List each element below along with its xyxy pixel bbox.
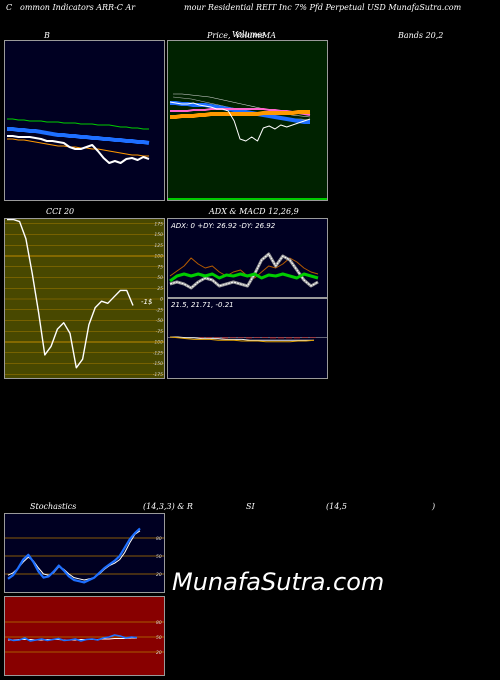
cci-last-value: -1$ [141, 298, 153, 306]
cci-panel: 175 150 125 100 75 50 25 0 -25 -50 -75 -100 -125 -150… [4, 218, 165, 379]
cci-tick-label: -75 [156, 329, 163, 335]
price-title: Price, [207, 31, 231, 40]
macd-histogram-bar [278, 337, 284, 339]
macd-histogram-bar [214, 337, 220, 338]
volume-title-overlap: Volume [235, 31, 265, 40]
cci-tick-label: 75 [157, 264, 163, 270]
cci-tick-label: -125 [153, 350, 163, 356]
header-right-title: mour Residential REIT Inc 7% Pfd Perpetu… [184, 3, 462, 12]
cci-tick-label: 50 [157, 275, 163, 281]
cci-tick-label: 0 [160, 297, 163, 303]
volume-title: Volume [232, 30, 262, 39]
rsi-tick-label: 80 [156, 620, 162, 626]
stochastics-panel: 80 50 20 [4, 513, 165, 593]
price-panel [167, 40, 328, 201]
macd-histogram-bar [302, 337, 308, 338]
adx-readout: ADX: 0 +DY: 26.92 -DY: 26.92 [171, 222, 276, 230]
cci-tick-label: -175 [153, 372, 163, 378]
bands-title: Bands 20,2 [398, 31, 444, 40]
stoch-k-line [7, 527, 141, 584]
macd-panel: 21.5, 21.71, -0.21 [167, 298, 328, 379]
stochastics-chart: 80 50 20 [5, 527, 164, 584]
price-close-line [169, 101, 311, 142]
cci-chart: 1751501251007550250-25-50-75-100-125-150… [5, 219, 164, 378]
macd-histogram-bar [246, 337, 252, 339]
macd-signal-line [170, 336, 314, 341]
cci-tick-label: 175 [154, 221, 163, 227]
rsi-tick-label: 50 [156, 635, 162, 641]
macd-histogram-bar [206, 337, 212, 338]
macd-histogram-bar [222, 337, 228, 339]
stoch-tick-label: 50 [156, 554, 162, 560]
adx-panel: ADX: 0 +DY: 26.92 -DY: 26.92 [167, 218, 328, 298]
price-chart [168, 93, 327, 200]
rsi-chart: 80 50 20 [5, 620, 164, 656]
rsi-panel: 80 50 20 [4, 596, 165, 676]
cci-tick-label: 125 [154, 243, 163, 249]
cci-tick-label: 150 [154, 232, 163, 238]
price-ma-blue [170, 101, 310, 124]
cci-tick-label: 25 [157, 286, 163, 292]
price-ma-orange [170, 110, 310, 119]
macd-histogram-bar [230, 337, 236, 338]
macd-histogram-bar [262, 337, 268, 338]
bollinger-chart [7, 118, 150, 164]
bollinger-lower-band [7, 138, 149, 157]
macd-chart [168, 336, 327, 343]
cci-line [7, 219, 134, 369]
rsi-tick-label: 20 [156, 650, 162, 656]
macd-histogram-bar [286, 337, 292, 339]
cci-tick-label: -25 [156, 307, 163, 313]
rsi-close-paren: ) [432, 502, 436, 511]
adx-line [169, 272, 319, 283]
macd-line [169, 336, 315, 343]
adx-plus-di-line [169, 257, 319, 279]
cci-tick-label: -150 [153, 361, 163, 367]
b-title: B [44, 31, 50, 40]
macd-histogram-bar [198, 337, 204, 339]
macd-readout: 21.5, 21.71, -0.21 [171, 301, 234, 309]
adx-chart [169, 252, 319, 290]
bollinger-price-line [7, 135, 150, 164]
macd-histogram-bar [294, 337, 300, 339]
macd-histogram-bar [270, 337, 276, 339]
cci-tick-label: -50 [156, 318, 163, 324]
header-left-title: ommon Indicators ARR-C Ar [20, 3, 136, 12]
rsi-params: (14,5 [326, 502, 347, 511]
macd-histogram-bar [310, 337, 316, 338]
ma-title: MA [262, 31, 276, 40]
watermark: MunafaSutra.com [172, 568, 385, 596]
stoch-title: Stochastics [30, 502, 77, 511]
macd-histogram-bar [238, 337, 244, 338]
adx-minus-di-inner [169, 253, 319, 289]
cci-title: CCI 20 [46, 207, 75, 216]
bollinger-middle-band [7, 127, 150, 145]
rsi-line [7, 634, 138, 642]
stoch-tick-label: 20 [156, 572, 162, 578]
adx-macd-title: ADX & MACD 12,26,9 [209, 207, 299, 216]
rsi-si: SI [246, 502, 255, 511]
stoch-params: (14,3,3) & R [143, 502, 193, 511]
macd-histogram-bar [254, 337, 260, 338]
header-c: C [6, 3, 13, 12]
bollinger-upper-band [7, 118, 149, 130]
stoch-tick-label: 80 [156, 536, 162, 542]
bollinger-panel [4, 40, 165, 201]
